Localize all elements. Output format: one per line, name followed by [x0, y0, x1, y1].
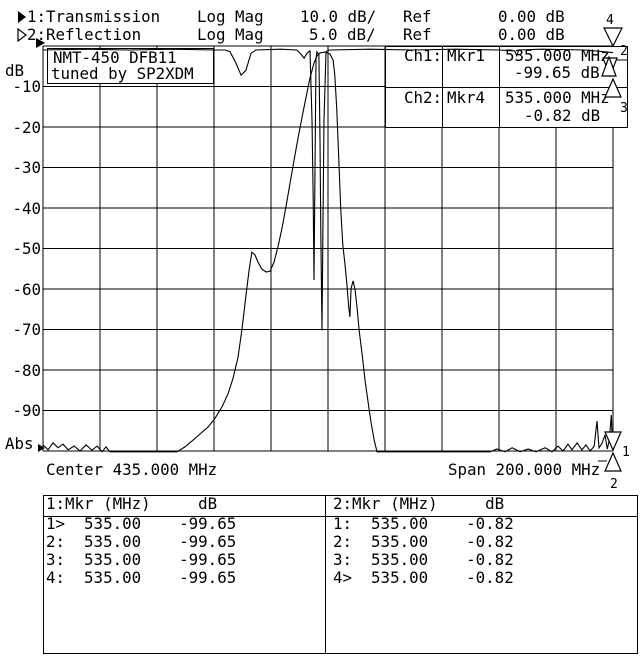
- ch2-ref-value: 0.00 dB: [498, 25, 565, 44]
- info-ch1-frequency: 535.000 MHz: [505, 46, 610, 65]
- y-tick-label: -30: [12, 158, 41, 177]
- y-axis-unit-label: dB: [5, 61, 25, 80]
- table-row: 4> 535.00 -0.82: [333, 568, 514, 587]
- y-tick-label: -90: [12, 401, 41, 420]
- info-ch1-marker: Mkr1: [447, 46, 486, 65]
- y-tick-label: -80: [12, 361, 41, 380]
- table-row: 2: 535.00 -0.82: [333, 532, 514, 551]
- marker-table-left-header: 1:Mkr (MHz) dB: [46, 494, 218, 513]
- table-row: 2: 535.00 -99.65: [46, 532, 237, 551]
- ch1-header-label: 1:Transmission: [27, 7, 161, 26]
- table-row: 3: 535.00 -0.82: [333, 550, 514, 569]
- table-row: 1: 535.00 -0.82: [333, 514, 514, 533]
- y-tick-label: -10: [12, 77, 41, 96]
- table-row: 3: 535.00 -99.65: [46, 550, 237, 569]
- info-ch1-value: -99.65 dB: [514, 63, 600, 82]
- marker-table-box: [43, 495, 638, 654]
- x-axis-span-label: Span 200.000 MHz: [448, 460, 601, 479]
- info-ch2-marker: Mkr4: [447, 88, 486, 107]
- ch1-ref-value: 0.00 dB: [498, 7, 565, 26]
- ch1-ref-label: Ref: [403, 7, 432, 26]
- ch1-active-triangle-icon: [18, 11, 26, 23]
- table-row: 1> 535.00 -99.65: [46, 514, 237, 533]
- marker-flag-number: 1: [622, 445, 630, 460]
- info-ch2-frequency: 535.000 MHz: [505, 88, 610, 107]
- ch2-scale: 5.0 dB/: [309, 25, 376, 44]
- y-tick-label: -60: [12, 280, 41, 299]
- marker-table-right-header: 2:Mkr (MHz) dB: [333, 494, 505, 513]
- ch1-scale: 10.0 dB/: [300, 7, 377, 26]
- marker-flag-number: 2: [610, 477, 618, 492]
- y-axis-abs-label: Abs: [5, 434, 34, 453]
- info-ch2-value: -0.82 dB: [524, 106, 601, 125]
- info-ch1-label: Ch1:: [404, 46, 443, 65]
- marker-flag-triangle-down-icon: [604, 431, 622, 452]
- ch2-ref-label: Ref: [403, 25, 432, 44]
- marker-flag-triangle-down-icon: [603, 27, 623, 48]
- annotation-line2: tuned by SP2XDM: [51, 64, 194, 83]
- y-tick-label: -40: [12, 199, 41, 218]
- x-axis-center-label: Center 435.000 MHz: [46, 460, 218, 479]
- ch2-triangle-icon: [17, 28, 27, 42]
- ch2-header-label: 2:Reflection: [27, 25, 142, 44]
- ch2-reference-arrow-icon: [38, 444, 45, 452]
- marker-flag-triangle-up-icon: [604, 451, 622, 472]
- marker-flag-number: 4: [606, 13, 614, 28]
- annotation-line1: NMT-450 DFB11: [53, 48, 177, 67]
- y-tick-label: -50: [12, 239, 41, 258]
- y-tick-label: -20: [12, 118, 41, 137]
- y-tick-label: -70: [12, 320, 41, 339]
- table-row: 4: 535.00 -99.65: [46, 568, 237, 587]
- ch2-format: Log Mag: [197, 25, 264, 44]
- info-ch2-label: Ch2:: [404, 88, 443, 107]
- marker-table-header-underline: [44, 516, 637, 517]
- marker-table-divider: [325, 496, 326, 653]
- ch1-format: Log Mag: [197, 7, 264, 26]
